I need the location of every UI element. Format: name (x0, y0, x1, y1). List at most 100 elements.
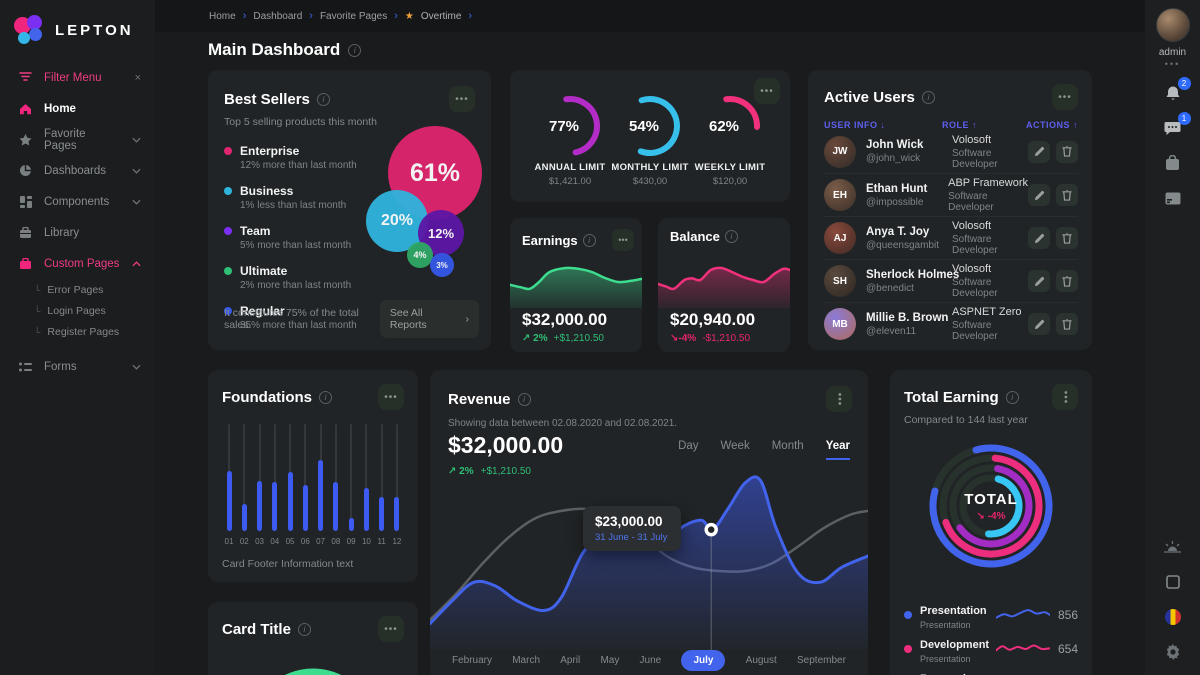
card-menu-button[interactable]: ••• (754, 78, 780, 104)
brand-logo[interactable]: LEPTON (0, 0, 155, 48)
sidebar-subitem-login-pages[interactable]: └ Login Pages (0, 300, 155, 321)
breadcrumb-current[interactable]: Overtime (420, 10, 462, 22)
column-header-role[interactable]: ROLE ↑ (942, 120, 978, 130)
messages-button[interactable]: 1 (1162, 112, 1191, 139)
month-september[interactable]: September (797, 655, 846, 666)
sidebar-item-library[interactable]: Library (0, 217, 155, 248)
card-menu-button[interactable]: ••• (1052, 84, 1078, 110)
card-menu-button[interactable]: ••• (1052, 384, 1078, 410)
card-menu-button[interactable]: ••• (612, 229, 634, 251)
fullscreen-button[interactable] (1162, 571, 1184, 593)
delete-button[interactable] (1056, 184, 1078, 206)
briefcase-icon (18, 257, 33, 270)
legend-name: Presentation (920, 604, 987, 617)
info-icon[interactable]: i (724, 230, 738, 243)
month-june[interactable]: June (639, 655, 662, 666)
browser-window-button[interactable] (1162, 187, 1184, 209)
month-july-selected[interactable]: July (681, 650, 726, 671)
month-march[interactable]: March (512, 655, 541, 666)
bar-column: 10 (361, 424, 371, 546)
edit-button[interactable] (1028, 140, 1050, 163)
button-label: See All Reports (389, 307, 427, 331)
month-april[interactable]: April (560, 655, 581, 666)
info-icon[interactable]: i (517, 392, 531, 406)
breadcrumb-separator-icon: › (468, 10, 473, 22)
bubble-3%: 3% (430, 253, 454, 277)
info-icon[interactable]: i (1005, 390, 1019, 404)
delete-button[interactable] (1056, 140, 1078, 163)
breadcrumb-dashboard[interactable]: Dashboard (253, 10, 303, 22)
legend-value: 856 (1057, 608, 1078, 622)
user-row: AJ Anya T. Joy @queensgambit Volosoft Softwa… (824, 216, 1078, 259)
legend-note: 2% more than last month (240, 280, 352, 291)
legend-dot (904, 611, 912, 619)
bar-column: 01 (224, 424, 234, 546)
sidebar-item-custom-pages[interactable]: Custom Pages (0, 248, 155, 279)
column-header-user-info[interactable]: USER INFO ↓ (824, 120, 886, 130)
delete-button[interactable] (1056, 270, 1078, 292)
breadcrumb-bar: Home › Dashboard › Favorite Pages › ★ Ov… (155, 0, 1145, 32)
column-header-actions[interactable]: ACTIONS ↑ (1025, 120, 1078, 130)
total-earning-card: Total Earning i ••• Compared to 144 last… (890, 370, 1092, 675)
see-all-reports-button[interactable]: See All Reports › (379, 300, 479, 338)
breadcrumb-home[interactable]: Home (209, 10, 236, 22)
legend-sub: Presentation (920, 619, 971, 630)
tab-month[interactable]: Month (771, 440, 804, 452)
sidebar-subitem-register-pages[interactable]: └ Register Pages (0, 321, 155, 342)
favorite-star-icon[interactable]: ★ (404, 10, 414, 22)
card-menu-button[interactable]: ••• (449, 86, 475, 112)
sidebar-subitem-error-pages[interactable]: └ Error Pages (0, 279, 155, 300)
user-name: John Wick (866, 139, 924, 151)
month-august[interactable]: August (745, 655, 777, 666)
edit-button[interactable] (1028, 184, 1050, 206)
sidebar-item-home[interactable]: Home (0, 93, 155, 124)
legend-item: Enterprise 12% more than last month (224, 144, 475, 171)
language-flag-button[interactable] (1162, 606, 1184, 628)
shopping-bag-button[interactable] (1162, 152, 1184, 174)
sidebar-item-filter-menu[interactable]: Filter Menu × (0, 62, 155, 93)
sidebar-item-favorite-pages[interactable]: Favorite Pages (0, 124, 155, 155)
user-name: Anya T. Joy (866, 225, 930, 238)
user-menu-dots-icon[interactable]: ••• (1164, 59, 1181, 69)
info-icon[interactable]: i (921, 90, 935, 104)
month-may[interactable]: May (600, 655, 620, 666)
edit-button[interactable] (1028, 227, 1050, 249)
legend-note: 1% less than last month (240, 200, 347, 211)
sidebar-item-dashboards[interactable]: Dashboards (0, 155, 155, 186)
breadcrumb-favorite-pages[interactable]: Favorite Pages (319, 10, 388, 22)
bar-column: 03 (255, 424, 265, 546)
users-table: JW John Wick @john_wick Volosoft Software De… (824, 130, 1078, 345)
tab-day[interactable]: Day (678, 440, 699, 452)
delete-button[interactable] (1056, 313, 1078, 335)
edit-button[interactable] (1028, 313, 1050, 335)
legend-name: Team (240, 224, 271, 238)
legend-sub: Presentation (920, 653, 971, 664)
delete-button[interactable] (1056, 227, 1078, 249)
tab-year[interactable]: Year (825, 440, 850, 460)
card-menu-button[interactable]: ••• (826, 386, 852, 412)
username-label: admin (1158, 47, 1187, 58)
info-icon[interactable]: i (316, 92, 330, 106)
month-february[interactable]: February (452, 655, 493, 666)
close-icon[interactable]: × (134, 71, 141, 84)
legend-name: Development (920, 638, 990, 651)
user-avatar[interactable] (1155, 8, 1190, 42)
card-menu-button[interactable]: ••• (378, 384, 404, 410)
sidebar-item-forms[interactable]: Forms (0, 351, 155, 382)
notifications-button[interactable]: 2 (1162, 77, 1191, 104)
settings-gear-button[interactable] (1162, 641, 1184, 663)
info-icon[interactable]: i (348, 43, 362, 57)
delta-amount: +$1,210.50 (553, 333, 604, 344)
info-icon[interactable]: i (319, 390, 332, 404)
edit-button[interactable] (1028, 270, 1050, 292)
tab-week[interactable]: Week (720, 440, 750, 452)
sidebar-subitem-label: Login Pages (47, 304, 106, 317)
info-icon[interactable]: i (582, 233, 596, 247)
info-icon[interactable]: i (297, 622, 311, 636)
gauge-percentage: 62% (708, 117, 740, 135)
theme-toggle-sun-icon[interactable] (1162, 536, 1184, 558)
page-title: Main Dashboard (208, 40, 341, 59)
card-menu-button[interactable]: ••• (378, 616, 404, 642)
user-handle: @impossible (866, 196, 924, 208)
sidebar-item-components[interactable]: Components (0, 186, 155, 217)
